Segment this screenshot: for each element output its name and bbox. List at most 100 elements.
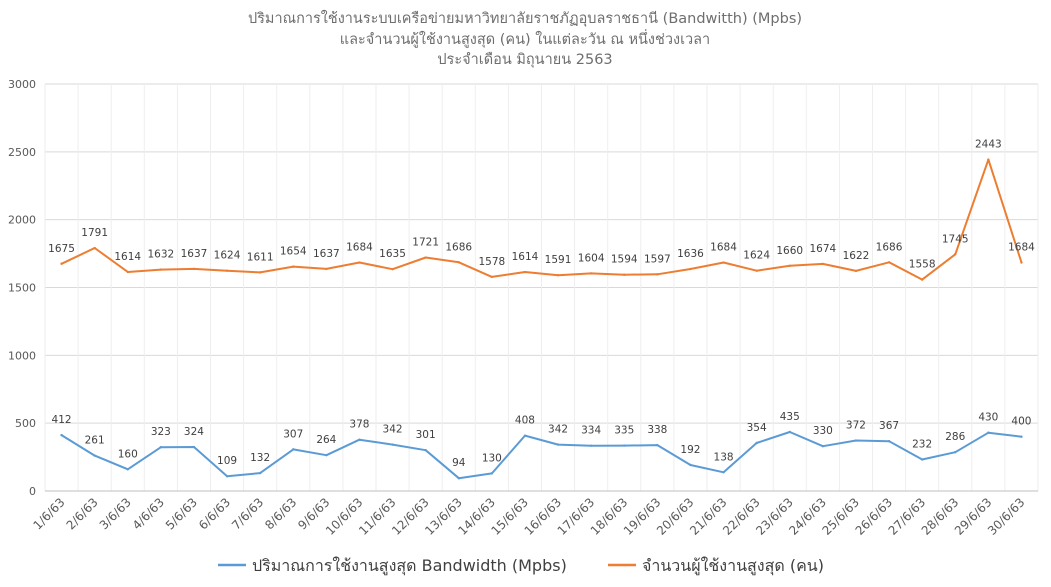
data-point-bandwidth (920, 458, 924, 461)
data-label-users: 1721 (412, 237, 439, 249)
data-label-bandwidth: 94 (452, 457, 466, 469)
data-label-users: 1614 (512, 251, 539, 263)
data-point-bandwidth (722, 471, 725, 474)
data-label-users: 1637 (313, 248, 340, 260)
data-label-users: 1684 (346, 242, 373, 254)
x-tick-label: 2/6/63 (64, 495, 101, 532)
series-line-users (61, 158, 1023, 281)
data-label-bandwidth: 264 (316, 434, 336, 446)
data-point-bandwidth (358, 438, 361, 441)
data-point-users (457, 261, 460, 264)
data-label-bandwidth: 261 (85, 435, 105, 447)
data-point-bandwidth (424, 448, 427, 452)
legend-item-users: จำนวนผู้ใช้งานสูงสุด (คน) (608, 556, 824, 576)
data-point-bandwidth (689, 463, 692, 467)
data-point-bandwidth (1020, 435, 1023, 438)
data-point-bandwidth (60, 433, 63, 437)
data-label-users: 1594 (611, 254, 638, 266)
y-tick-label: 2000 (8, 214, 36, 227)
data-label-bandwidth: 323 (151, 426, 171, 438)
data-point-users (589, 272, 593, 275)
data-label-users: 1637 (181, 248, 208, 260)
data-label-bandwidth: 408 (515, 415, 535, 427)
data-point-bandwidth (821, 445, 825, 448)
series-lines (60, 158, 1023, 480)
data-point-users (722, 261, 725, 264)
legend-label-users: จำนวนผู้ใช้งานสูงสุด (คน) (642, 556, 824, 576)
data-point-users (292, 265, 295, 268)
data-point-users (788, 264, 791, 267)
data-point-bandwidth (292, 448, 295, 451)
data-label-bandwidth: 335 (614, 425, 634, 437)
data-point-users (556, 273, 560, 277)
data-point-bandwidth (457, 477, 460, 480)
data-label-users: 1632 (147, 249, 174, 261)
y-axis: 0 500 1000 1500 2000 2500 3000 (8, 78, 36, 498)
data-label-users: 1684 (710, 242, 737, 254)
y-tick-label: 500 (15, 417, 36, 430)
data-point-bandwidth (556, 443, 560, 446)
data-point-users (358, 261, 361, 264)
data-label-users: 1624 (743, 250, 770, 262)
data-point-users (325, 267, 328, 271)
data-point-bandwidth (192, 445, 196, 449)
y-tick-label: 3000 (8, 78, 36, 91)
x-tick-label: 1/6/63 (30, 495, 67, 532)
y-tick-label: 1000 (8, 349, 36, 362)
data-point-bandwidth (589, 444, 593, 447)
data-label-users: 1636 (677, 248, 704, 260)
chart-title-line-2: และจำนวนผู้ใช้งานสูงสุด (คน) ในแต่ละวัน … (340, 29, 710, 48)
data-label-users: 1660 (776, 245, 803, 257)
data-label-users: 1614 (114, 251, 141, 263)
data-point-users (920, 278, 924, 281)
x-tick-label: 6/6/63 (196, 495, 233, 532)
data-label-users: 1791 (81, 227, 108, 239)
data-label-users: 1578 (478, 256, 505, 268)
data-point-bandwidth (225, 475, 229, 478)
data-point-bandwidth (887, 440, 891, 443)
data-label-bandwidth: 130 (482, 452, 502, 464)
data-label-bandwidth: 430 (978, 412, 998, 424)
data-label-bandwidth: 367 (879, 420, 899, 432)
data-point-users (192, 267, 196, 271)
data-label-users: 2443 (975, 139, 1002, 151)
data-point-users (424, 256, 427, 259)
data-point-bandwidth (490, 472, 494, 475)
y-tick-label: 0 (29, 485, 36, 498)
x-tick-label: 4/6/63 (130, 495, 167, 532)
x-tick-label: 5/6/63 (163, 495, 200, 532)
data-point-users (954, 253, 957, 256)
data-label-users: 1611 (247, 251, 274, 263)
data-point-users (623, 273, 626, 276)
data-label-bandwidth: 132 (250, 452, 270, 464)
y-tick-label: 2500 (8, 146, 36, 159)
chart-title: ปริมาณการใช้งานระบบเครือข่ายมหาวิทยาลัยร… (248, 9, 802, 68)
data-label-bandwidth: 372 (846, 420, 866, 432)
data-label-bandwidth: 354 (747, 422, 767, 434)
data-label-bandwidth: 160 (118, 448, 138, 460)
data-label-users: 1675 (48, 243, 75, 255)
data-point-users (887, 261, 891, 264)
data-point-bandwidth (623, 444, 626, 447)
legend-item-bandwidth: ปริมาณการใช้งานสูงสุด Bandwidth (Mpbs) (218, 556, 567, 576)
data-label-bandwidth: 192 (680, 444, 700, 456)
data-label-bandwidth: 307 (283, 428, 303, 440)
data-point-bandwidth (755, 441, 758, 445)
data-point-bandwidth (325, 453, 328, 457)
data-point-users (854, 269, 858, 273)
data-label-bandwidth: 286 (945, 431, 965, 443)
data-label-users: 1674 (809, 243, 836, 255)
data-label-bandwidth: 324 (184, 426, 204, 438)
data-label-users: 1686 (445, 241, 472, 253)
data-point-users (159, 268, 163, 271)
data-point-bandwidth (987, 431, 990, 434)
data-point-users (93, 246, 96, 250)
x-tick-label: 30/6/63 (985, 495, 1028, 538)
series-line-bandwidth (60, 431, 1022, 480)
data-point-users (689, 267, 692, 271)
data-point-users (656, 273, 659, 276)
data-label-bandwidth: 342 (548, 424, 568, 436)
data-point-users (1020, 261, 1023, 264)
